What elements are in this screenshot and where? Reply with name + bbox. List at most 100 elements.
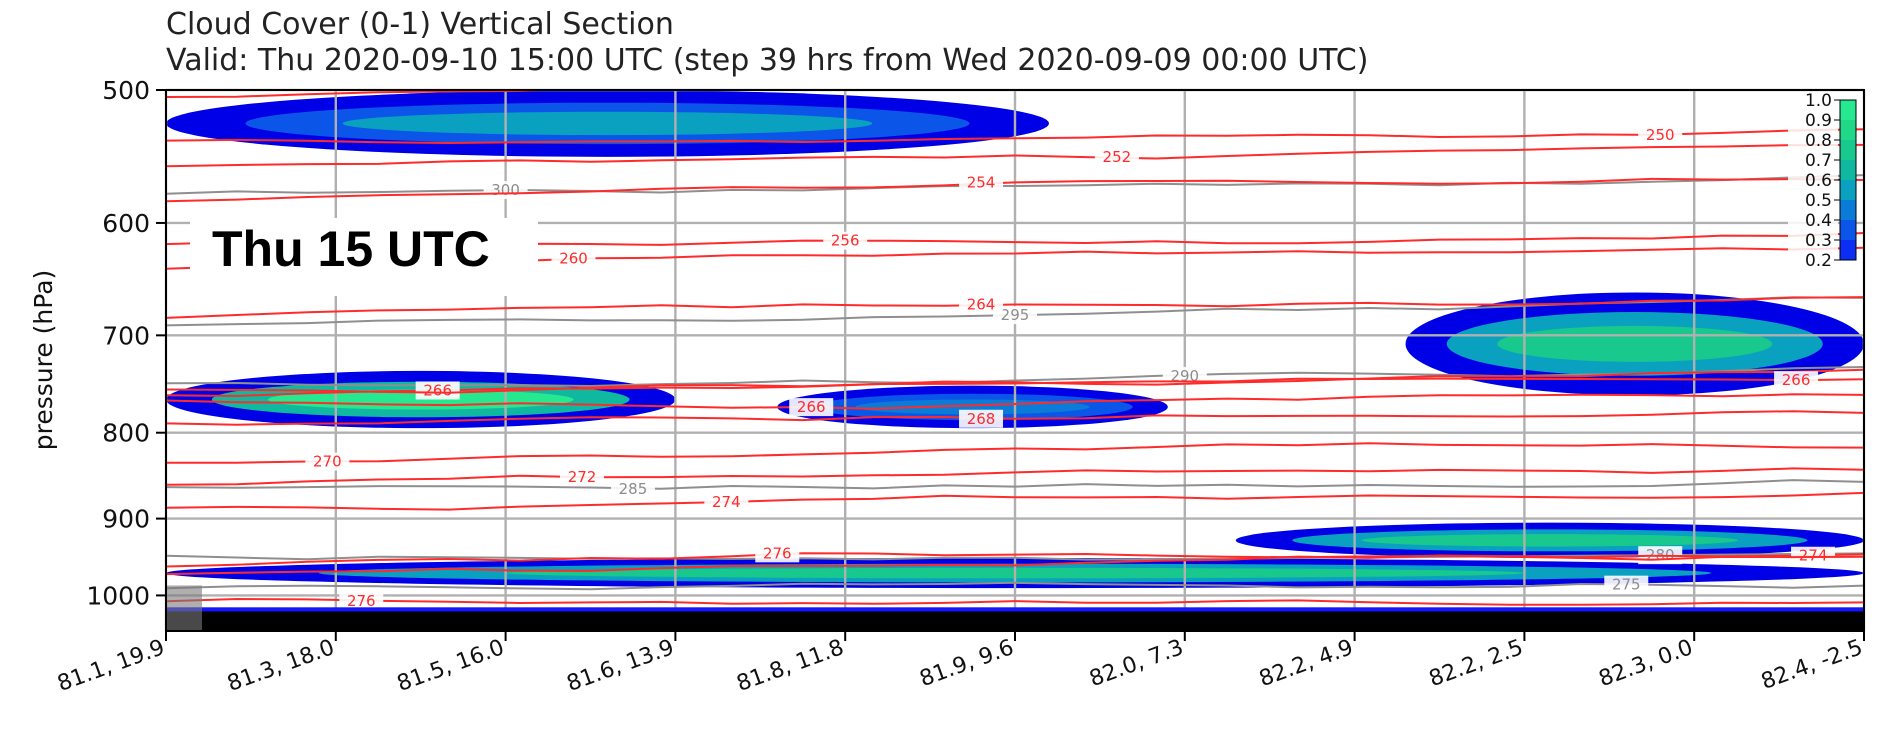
colorbar-tick-label: 0.4 <box>1805 211 1832 231</box>
x-tick-label: 81.8, 11.8 <box>733 635 847 697</box>
x-tick-label: 81.1, 19.9 <box>54 635 168 697</box>
temp-contour-label-bg <box>339 591 384 610</box>
colorbar-tick-label: 1.0 <box>1805 91 1832 111</box>
theta-contour-label: 275 <box>1612 576 1641 594</box>
temp-contour-label: 272 <box>568 468 597 486</box>
temp-contour-label-bg <box>1094 148 1139 167</box>
cloud-region-core <box>1361 534 1739 547</box>
temp-contour-label-bg <box>823 231 868 250</box>
x-tick-label: 82.3, 0.0 <box>1596 635 1697 692</box>
colorbar-tick-label: 0.3 <box>1805 231 1832 251</box>
theta-contour-label-bg <box>1162 366 1207 385</box>
colorbar-segment <box>1840 200 1856 221</box>
x-tick-label: 82.2, 4.9 <box>1256 635 1357 692</box>
colorbar-tick-label: 0.5 <box>1805 191 1832 211</box>
temp-contour-label-bg <box>789 398 834 417</box>
x-tick-label: 82.0, 7.3 <box>1086 635 1187 692</box>
time-badge-background <box>190 218 538 296</box>
colorbar-tick-label: 0.8 <box>1805 131 1832 151</box>
temp-contour-label-bg <box>755 544 800 563</box>
theta-contour-line <box>166 479 1864 490</box>
temp-contour-label: 266 <box>1782 371 1811 389</box>
chart-title: Cloud Cover (0-1) Vertical Section <box>166 7 674 42</box>
temp-contour-line <box>166 296 1864 319</box>
temp-contour-line <box>166 552 1864 568</box>
y-tick-label: 700 <box>102 321 150 350</box>
temp-contour-label-bg <box>704 492 749 511</box>
colorbar-segment <box>1840 240 1856 261</box>
y-tick-label: 800 <box>102 419 150 448</box>
colorbar-segment <box>1840 180 1856 201</box>
temp-contour-label-bg <box>959 295 1004 314</box>
colorbar-segment <box>1840 100 1856 121</box>
colorbar-label-bg <box>1788 92 1838 268</box>
temp-contour-label: 276 <box>763 544 792 562</box>
temp-contour-label-bg <box>551 249 596 268</box>
temp-contour-label: 274 <box>1799 547 1828 565</box>
colorbar-segment <box>1840 220 1856 241</box>
colorbar-segment <box>1840 160 1856 181</box>
time-badge: Thu 15 UTC <box>212 221 490 277</box>
ground-marker <box>166 585 202 631</box>
y-tick-label: 600 <box>102 209 150 238</box>
colorbar-segment <box>1840 120 1856 141</box>
temp-contour-line <box>166 410 1864 426</box>
colorbar: 1.00.90.80.70.60.50.40.30.2 <box>1788 91 1857 271</box>
theta-contour-label: 290 <box>1170 367 1199 385</box>
x-tick-label: 81.9, 9.6 <box>916 635 1017 692</box>
temp-contour-label: 274 <box>712 493 741 511</box>
temp-contour-line <box>166 143 1864 168</box>
y-axis-label: pressure (hPa) <box>29 270 58 451</box>
theta-contour-label-bg <box>610 479 655 498</box>
temp-contour-line <box>166 393 1864 410</box>
temp-contour-line <box>166 467 1864 486</box>
theta-contour-line <box>166 552 1864 561</box>
x-tick-label: 81.5, 16.0 <box>394 635 508 697</box>
y-tick-label: 500 <box>102 76 150 105</box>
theta-contour-label: 300 <box>491 181 520 199</box>
x-tick-label: 82.4, -2.5 <box>1758 635 1866 695</box>
ground-strip <box>166 585 1864 631</box>
colorbar-tick-label: 0.2 <box>1805 251 1832 271</box>
colorbar-tick-label: 0.7 <box>1805 151 1832 171</box>
temp-contour-label: 264 <box>967 296 996 314</box>
colorbar-tick-label: 0.6 <box>1805 171 1832 191</box>
temp-contour-label-bg <box>560 468 605 487</box>
temp-contour-line <box>166 377 1864 394</box>
temp-contour-line <box>166 442 1864 464</box>
theta-contour-label: 285 <box>619 480 648 498</box>
colorbar-segment <box>1840 140 1856 161</box>
temp-contour-line <box>166 128 1864 145</box>
temp-contour-line <box>166 597 1864 606</box>
temp-contour-label-bg <box>305 452 350 471</box>
temp-contour-label-bg <box>959 409 1004 428</box>
x-axis-ticks: 81.1, 19.9 81.3, 18.0 81.5, 16.0 81.6, 13.9… <box>54 631 1866 697</box>
temp-contour-line <box>166 177 1864 203</box>
temp-contour-label: 256 <box>831 232 860 250</box>
temp-contour-line <box>166 491 1864 511</box>
temp-contour-label: 252 <box>1103 148 1132 166</box>
y-axis-ticks: 500 600 700 800 900 1000 <box>86 76 166 610</box>
y-tick-label: 1000 <box>86 581 150 610</box>
theta-contour-line <box>166 174 1864 195</box>
colorbar-tick-label: 0.9 <box>1805 111 1832 131</box>
temp-contour-label: 266 <box>423 381 452 399</box>
x-tick-label: 82.2, 2.5 <box>1426 635 1527 692</box>
temp-contour-label: 276 <box>347 592 376 610</box>
temp-contour-label-bg <box>1774 371 1819 390</box>
cloud-region-core <box>342 111 873 136</box>
theta-contour-label-bg <box>1604 575 1649 594</box>
temp-contour-label-bg <box>415 381 460 400</box>
temp-contour-label: 268 <box>967 410 996 428</box>
ground-fill <box>166 607 1864 631</box>
chart-subtitle: Valid: Thu 2020-09-10 15:00 UTC (step 39… <box>166 43 1368 78</box>
temp-contour-label: 266 <box>797 398 826 416</box>
temperature-contours: 2482502522542562602642662682662662702722… <box>166 90 1864 610</box>
temp-contour-line <box>166 90 758 98</box>
temp-contour-label: 254 <box>967 173 996 191</box>
theta-contour-label: 295 <box>1001 306 1030 324</box>
theta-contour-label-bg <box>993 306 1037 325</box>
